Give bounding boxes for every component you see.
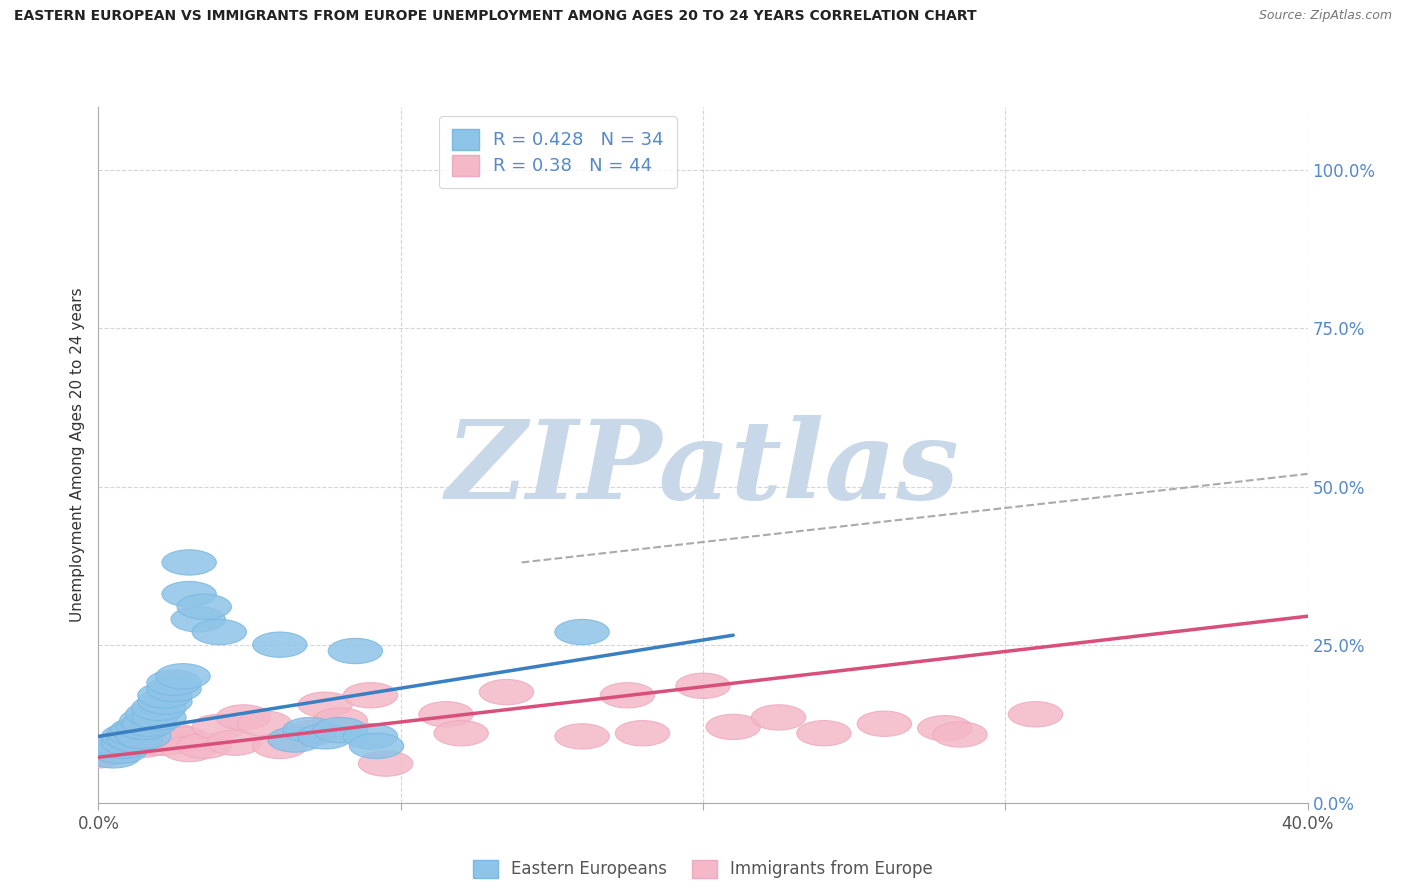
Ellipse shape (120, 727, 174, 752)
Ellipse shape (72, 743, 125, 768)
Ellipse shape (86, 739, 141, 764)
Ellipse shape (177, 594, 232, 619)
Ellipse shape (343, 723, 398, 749)
Ellipse shape (298, 723, 353, 749)
Ellipse shape (555, 619, 609, 645)
Ellipse shape (93, 739, 146, 764)
Ellipse shape (101, 730, 156, 756)
Ellipse shape (132, 730, 186, 756)
Ellipse shape (616, 721, 669, 746)
Ellipse shape (918, 715, 972, 741)
Ellipse shape (349, 733, 404, 758)
Ellipse shape (359, 751, 413, 776)
Ellipse shape (253, 733, 307, 758)
Ellipse shape (93, 733, 146, 758)
Ellipse shape (858, 711, 911, 737)
Ellipse shape (96, 733, 150, 758)
Ellipse shape (162, 582, 217, 607)
Ellipse shape (111, 717, 165, 743)
Ellipse shape (86, 743, 141, 768)
Ellipse shape (101, 732, 156, 757)
Ellipse shape (343, 682, 398, 708)
Ellipse shape (101, 728, 156, 754)
Y-axis label: Unemployment Among Ages 20 to 24 years: Unemployment Among Ages 20 to 24 years (69, 287, 84, 623)
Ellipse shape (117, 732, 172, 757)
Ellipse shape (146, 670, 201, 695)
Ellipse shape (1008, 702, 1063, 727)
Ellipse shape (600, 682, 655, 708)
Ellipse shape (253, 632, 307, 657)
Ellipse shape (238, 711, 292, 737)
Ellipse shape (132, 705, 186, 730)
Ellipse shape (107, 730, 162, 756)
Ellipse shape (797, 721, 851, 746)
Ellipse shape (217, 705, 271, 730)
Ellipse shape (156, 664, 211, 689)
Ellipse shape (138, 689, 193, 714)
Ellipse shape (107, 721, 162, 746)
Ellipse shape (138, 730, 193, 756)
Ellipse shape (193, 619, 246, 645)
Ellipse shape (98, 734, 153, 760)
Ellipse shape (479, 680, 534, 705)
Ellipse shape (283, 717, 337, 743)
Ellipse shape (122, 711, 177, 737)
Ellipse shape (328, 639, 382, 664)
Ellipse shape (207, 730, 262, 756)
Ellipse shape (706, 714, 761, 739)
Ellipse shape (419, 702, 474, 727)
Text: ZIPatlas: ZIPatlas (446, 415, 960, 523)
Ellipse shape (96, 730, 150, 756)
Ellipse shape (298, 692, 353, 717)
Ellipse shape (162, 549, 217, 575)
Ellipse shape (193, 714, 246, 739)
Ellipse shape (555, 723, 609, 749)
Ellipse shape (117, 723, 172, 749)
Ellipse shape (172, 607, 225, 632)
Ellipse shape (146, 723, 201, 749)
Ellipse shape (125, 727, 180, 752)
Ellipse shape (162, 737, 217, 762)
Ellipse shape (125, 702, 180, 727)
Ellipse shape (138, 682, 193, 708)
Ellipse shape (101, 723, 156, 749)
Ellipse shape (177, 733, 232, 758)
Ellipse shape (751, 705, 806, 730)
Ellipse shape (120, 708, 174, 733)
Ellipse shape (80, 739, 135, 764)
Ellipse shape (283, 721, 337, 746)
Ellipse shape (146, 676, 201, 702)
Ellipse shape (132, 695, 186, 721)
Ellipse shape (434, 721, 488, 746)
Ellipse shape (676, 673, 730, 698)
Ellipse shape (111, 727, 165, 752)
Legend: Eastern Europeans, Immigrants from Europe: Eastern Europeans, Immigrants from Europ… (467, 853, 939, 885)
Ellipse shape (156, 727, 211, 752)
Ellipse shape (107, 727, 162, 752)
Text: Source: ZipAtlas.com: Source: ZipAtlas.com (1258, 9, 1392, 22)
Ellipse shape (314, 717, 367, 743)
Ellipse shape (267, 727, 322, 752)
Ellipse shape (932, 722, 987, 747)
Ellipse shape (314, 708, 367, 733)
Text: EASTERN EUROPEAN VS IMMIGRANTS FROM EUROPE UNEMPLOYMENT AMONG AGES 20 TO 24 YEAR: EASTERN EUROPEAN VS IMMIGRANTS FROM EURO… (14, 9, 977, 23)
Ellipse shape (117, 714, 172, 739)
